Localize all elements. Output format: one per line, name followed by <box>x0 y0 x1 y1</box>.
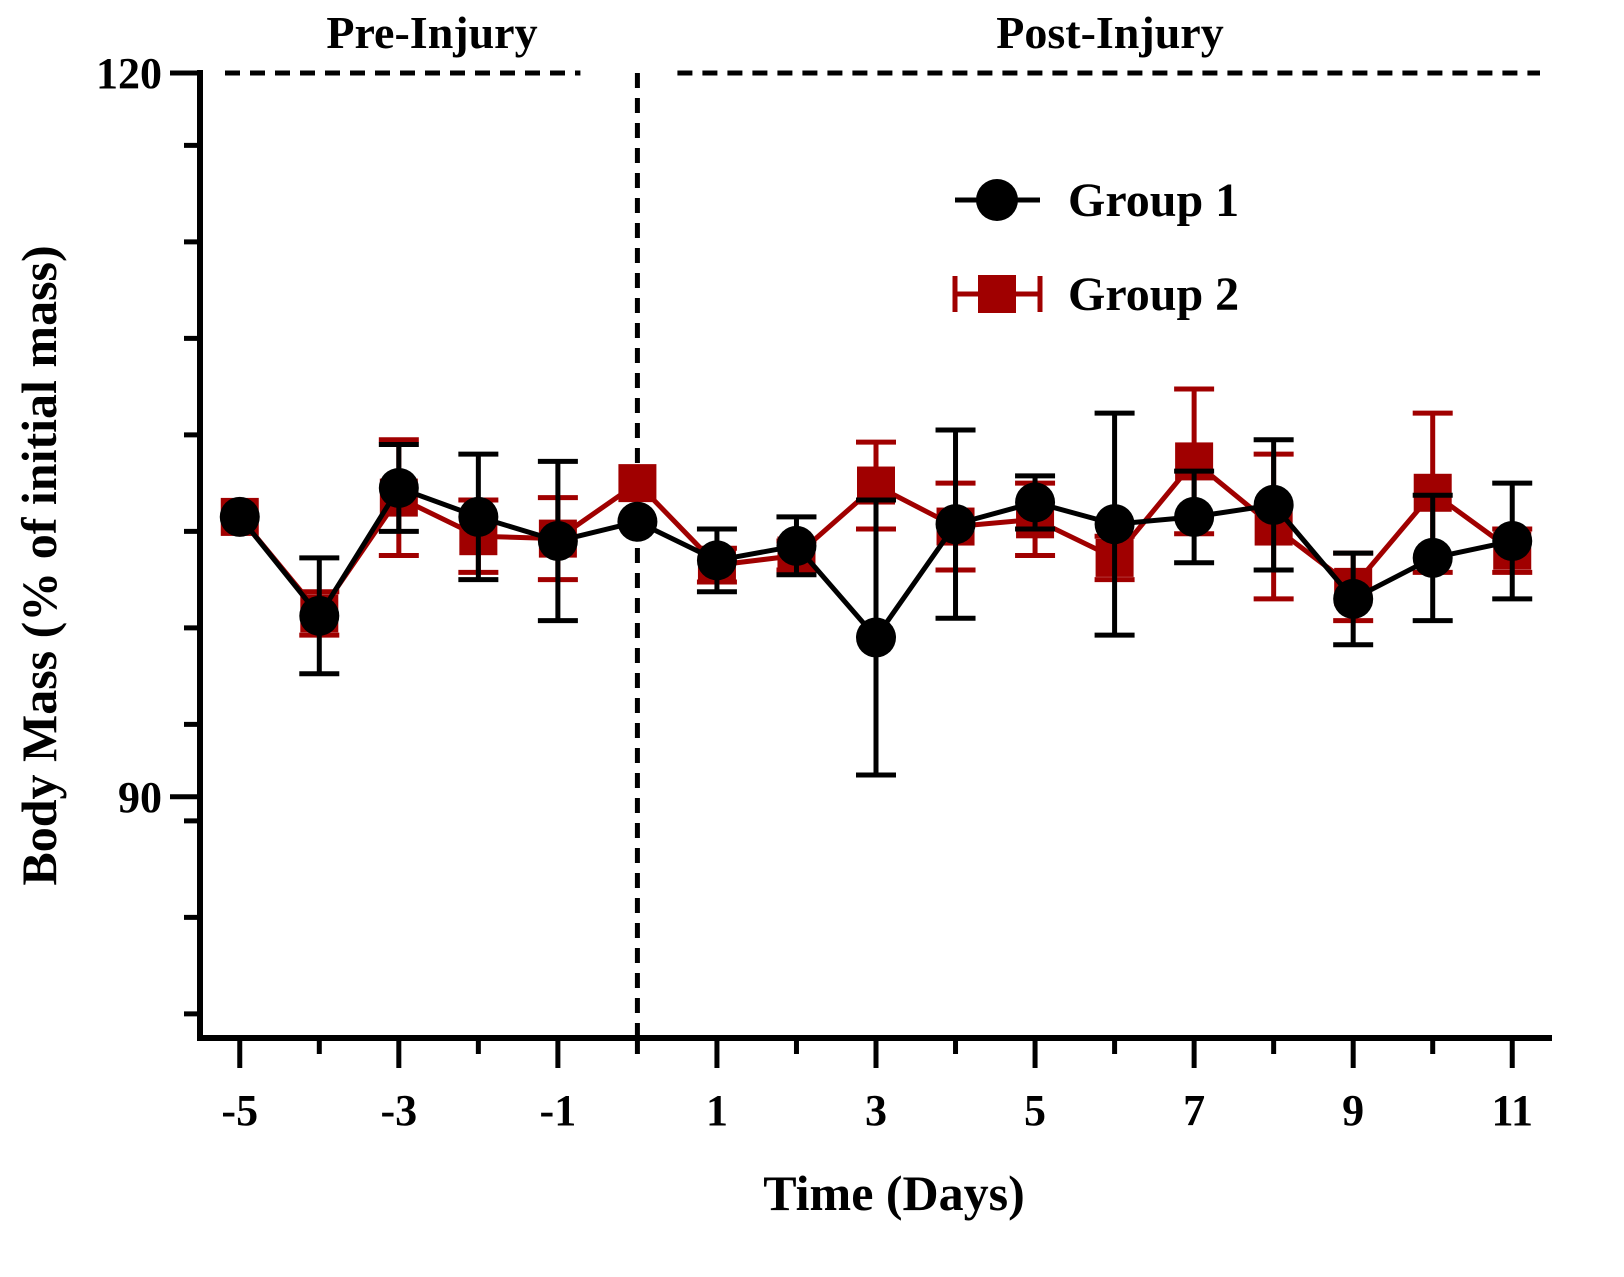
x-tick-label: 5 <box>1024 1086 1046 1135</box>
data-point-group-1 <box>776 525 817 566</box>
legend-item-group-2: Group 2 <box>952 268 1239 321</box>
data-point-group-1 <box>1333 578 1374 619</box>
y-tick-label: 120 <box>96 49 162 98</box>
data-point-group-1 <box>458 496 499 537</box>
y-tick-labels: 120 90 <box>96 49 162 822</box>
data-point-group-1 <box>856 617 896 658</box>
data-point-group-1 <box>219 496 260 537</box>
legend-marker-circle <box>976 179 1018 221</box>
x-tick-label: 11 <box>1491 1086 1533 1135</box>
y-tick-label: 90 <box>118 773 162 822</box>
data-point-group-1 <box>537 521 578 562</box>
data-point-group-1 <box>1174 496 1215 537</box>
x-tick-label: 1 <box>706 1086 728 1135</box>
x-tick-labels: -5 -3 -1 1 3 5 7 9 11 <box>221 1086 1533 1135</box>
series-layer <box>219 386 1533 778</box>
data-point-group-1 <box>299 595 340 636</box>
legend-item-group-1: Group 1 <box>955 174 1239 227</box>
data-point-group-1 <box>1492 521 1533 562</box>
x-tick-label: 9 <box>1342 1086 1364 1135</box>
x-tick-label: 3 <box>865 1086 887 1135</box>
data-point-group-1 <box>1412 537 1453 578</box>
legend-symbol-group-2 <box>952 275 1043 313</box>
reference-lines <box>225 70 1540 1038</box>
data-point-group-1 <box>378 467 419 508</box>
data-point-group-2 <box>618 464 657 503</box>
x-tick-label: 7 <box>1183 1086 1205 1135</box>
x-tick-label: -3 <box>380 1086 417 1135</box>
legend-label-group-1: Group 1 <box>1068 174 1239 227</box>
y-axis-title: Body Mass (% of initial mass) <box>11 245 67 885</box>
series-group-1 <box>219 410 1533 778</box>
data-point-group-1 <box>935 504 976 545</box>
data-point-group-1 <box>696 540 737 581</box>
x-axis-title: Time (Days) <box>763 1165 1025 1221</box>
legend: Group 1 Group 2 <box>952 174 1239 321</box>
x-tick-label: -1 <box>540 1086 577 1135</box>
data-point-group-1 <box>1253 484 1294 525</box>
region-labels: Pre-Injury Post-Injury <box>326 7 1223 58</box>
axes <box>170 70 1552 1068</box>
region-label-pre-injury: Pre-Injury <box>326 7 537 58</box>
data-point-group-1 <box>617 501 658 542</box>
legend-label-group-2: Group 2 <box>1068 268 1239 321</box>
x-tick-label: -5 <box>221 1086 258 1135</box>
region-label-post-injury: Post-Injury <box>996 7 1223 58</box>
legend-marker-square <box>978 275 1016 313</box>
data-point-group-1 <box>1015 482 1056 523</box>
data-point-group-1 <box>1094 504 1135 545</box>
legend-symbol-group-1 <box>955 179 1040 221</box>
